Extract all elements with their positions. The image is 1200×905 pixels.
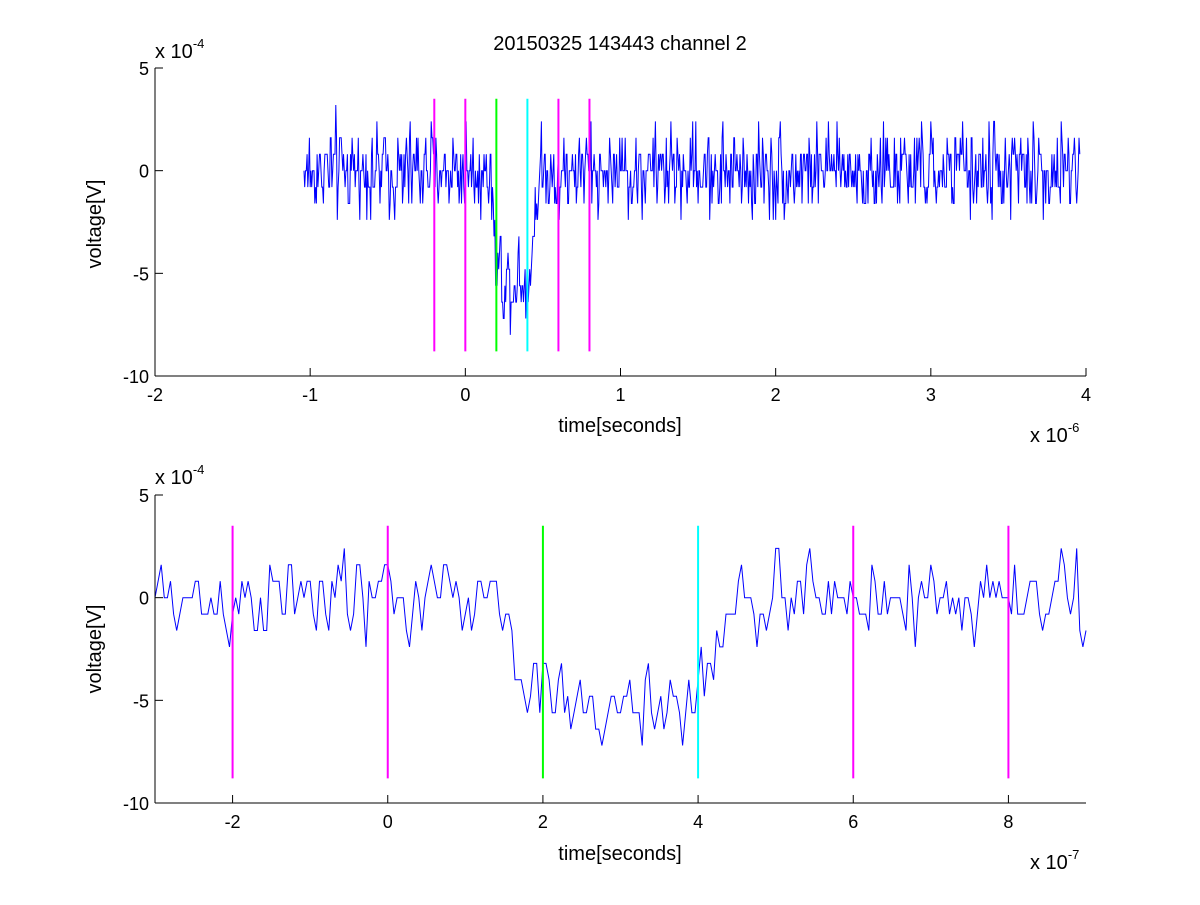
bottom-signal-line <box>154 547 1087 746</box>
top-y-tick-label: -5 <box>133 264 149 284</box>
top-x-tick-label: -2 <box>147 385 163 405</box>
bottom-y-tick-label: -10 <box>123 794 149 814</box>
bottom-x-tick-label: 4 <box>693 812 703 832</box>
top-y-tick-label: 5 <box>139 59 149 79</box>
top-x-multiplier: x 10-6 <box>1030 420 1079 447</box>
top-x-tick-label: -1 <box>302 385 318 405</box>
bottom-x-multiplier: x 10-7 <box>1030 847 1079 874</box>
bottom-x-tick-label: 6 <box>848 812 858 832</box>
top-signal-line <box>303 104 1081 335</box>
top-y-tick-label: -10 <box>123 367 149 387</box>
top-x-tick-label: 3 <box>926 385 936 405</box>
chart-title: 20150325 143443 channel 2 <box>493 33 747 55</box>
bottom-x-tick-label: 8 <box>1003 812 1013 832</box>
top-x-axis-label: time[seconds] <box>558 415 681 437</box>
bottom-y-multiplier: x 10-4 <box>155 462 204 489</box>
top-x-tick-label: 4 <box>1081 385 1091 405</box>
bottom-y-tick-label: 0 <box>139 589 149 609</box>
bottom-y-tick-label: -5 <box>133 691 149 711</box>
top-x-tick-label: 1 <box>615 385 625 405</box>
top-y-axis-label: voltage[V] <box>84 180 106 269</box>
bottom-y-axis-label: voltage[V] <box>84 605 106 694</box>
bottom-axes <box>154 495 1086 804</box>
bottom-y-tick-label: 5 <box>139 486 149 506</box>
top-y-ticks: -10 -5 0 5 <box>123 59 163 387</box>
top-marker-group <box>433 98 591 352</box>
top-x-tick-label: 2 <box>771 385 781 405</box>
bottom-x-tick-label: -2 <box>225 812 241 832</box>
top-x-ticks: -2 -1 0 1 2 3 4 <box>147 368 1091 405</box>
top-series-group <box>303 104 1081 335</box>
top-x-tick-label: 0 <box>460 385 470 405</box>
bottom-x-axis-label: time[seconds] <box>558 843 681 865</box>
bottom-x-tick-label: 0 <box>383 812 393 832</box>
top-y-multiplier: x 10-4 <box>155 36 204 63</box>
bottom-y-ticks: -10 -5 0 5 <box>123 486 163 814</box>
bottom-marker-group <box>231 525 1010 779</box>
bottom-x-tick-label: 2 <box>538 812 548 832</box>
top-subplot: 20150325 143443 channel 2 -2 -1 0 1 2 3 4 -10-… <box>84 33 1091 447</box>
bottom-x-ticks: -2 0 2 4 6 8 <box>225 795 1013 832</box>
bottom-subplot: -2 0 2 4 6 8 -10 -5 0 5 time[seconds] voltage[V]… <box>84 462 1087 874</box>
top-y-tick-label: 0 <box>139 162 149 182</box>
bottom-series-group <box>154 547 1087 746</box>
